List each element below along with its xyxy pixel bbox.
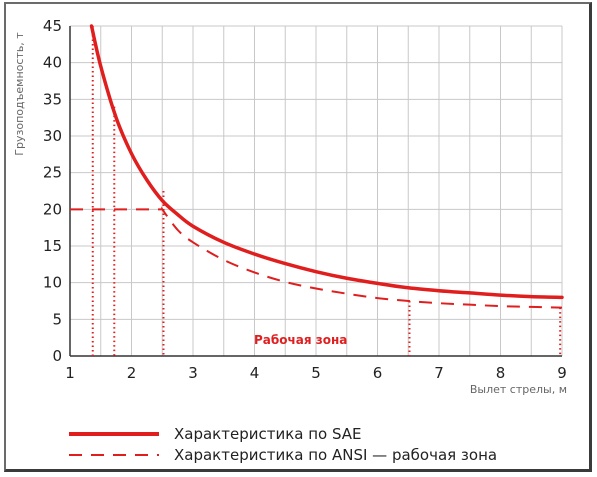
y-tick-label: 40: [43, 54, 62, 72]
zone-label: Рабочая зона: [254, 333, 347, 347]
y-tick-label: 20: [43, 200, 62, 218]
y-tick-label: 15: [43, 237, 62, 255]
x-tick-label: 2: [127, 364, 137, 382]
x-tick-label: 1: [65, 364, 75, 382]
chart-frame: 1 2 3 4 5 6 7 8 9 0 5 10 15 20 25 30 35 40 45 Рабочая зона…: [4, 2, 592, 472]
y-tick-label: 30: [43, 127, 62, 145]
y-tick-label: 35: [43, 90, 62, 108]
x-tick-label: 5: [311, 364, 321, 382]
x-tick-label: 8: [496, 364, 506, 382]
x-tick-label: 6: [373, 364, 383, 382]
x-axis-label: Вылет стрелы, м: [470, 383, 567, 396]
y-axis-label: Грузоподъемность, т: [13, 32, 26, 156]
grid: [69, 25, 563, 357]
y-tick-label: 5: [52, 310, 62, 328]
series-ansi-line: [70, 206, 563, 309]
y-tick-label: 10: [43, 274, 62, 292]
y-tick-label: 25: [43, 164, 62, 182]
y-tick-label: 45: [43, 17, 62, 35]
series: [70, 24, 564, 309]
y-tick-label: 0: [52, 347, 62, 365]
legend: Характеристика по SAE Характеристика по …: [69, 425, 497, 464]
legend-label-ansi: Характеристика по ANSI — рабочая зона: [174, 446, 497, 464]
x-tick-label: 9: [557, 364, 567, 382]
x-tick-label: 7: [434, 364, 444, 382]
series-sae-line: [89, 24, 564, 300]
legend-label-sae: Характеристика по SAE: [174, 425, 362, 443]
x-tick-label: 4: [250, 364, 260, 382]
x-tick-label: 3: [188, 364, 198, 382]
reference-lines: [91, 26, 562, 356]
